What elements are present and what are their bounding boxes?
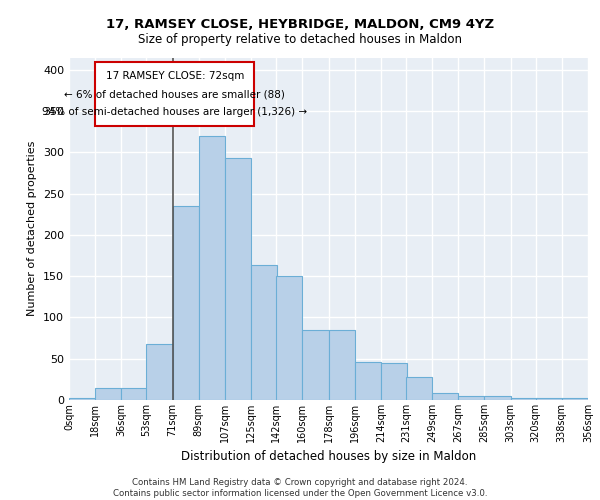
Bar [302,330,329,400]
Bar [355,362,381,400]
Bar [173,206,199,400]
Bar [432,394,458,400]
FancyBboxPatch shape [95,62,254,126]
Text: ← 6% of detached houses are smaller (88): ← 6% of detached houses are smaller (88) [64,89,285,99]
Text: 17, RAMSEY CLOSE, HEYBRIDGE, MALDON, CM9 4YZ: 17, RAMSEY CLOSE, HEYBRIDGE, MALDON, CM9… [106,18,494,30]
Bar [146,344,173,400]
Bar [458,396,484,400]
Bar [69,398,95,400]
Y-axis label: Number of detached properties: Number of detached properties [28,141,37,316]
Bar [588,398,600,400]
Bar [95,388,121,400]
Text: 94% of semi-detached houses are larger (1,326) →: 94% of semi-detached houses are larger (… [42,107,307,117]
Bar [406,377,432,400]
Bar [511,398,537,400]
X-axis label: Distribution of detached houses by size in Maldon: Distribution of detached houses by size … [181,450,476,464]
Text: Contains HM Land Registry data © Crown copyright and database right 2024.
Contai: Contains HM Land Registry data © Crown c… [113,478,487,498]
Bar [536,398,562,400]
Text: Size of property relative to detached houses in Maldon: Size of property relative to detached ho… [138,32,462,46]
Bar [329,330,355,400]
Bar [225,158,251,400]
Bar [121,388,148,400]
Text: 17 RAMSEY CLOSE: 72sqm: 17 RAMSEY CLOSE: 72sqm [106,72,244,82]
Bar [199,136,225,400]
Bar [381,363,407,400]
Bar [484,396,511,400]
Bar [276,276,302,400]
Bar [251,266,277,400]
Bar [562,398,588,400]
